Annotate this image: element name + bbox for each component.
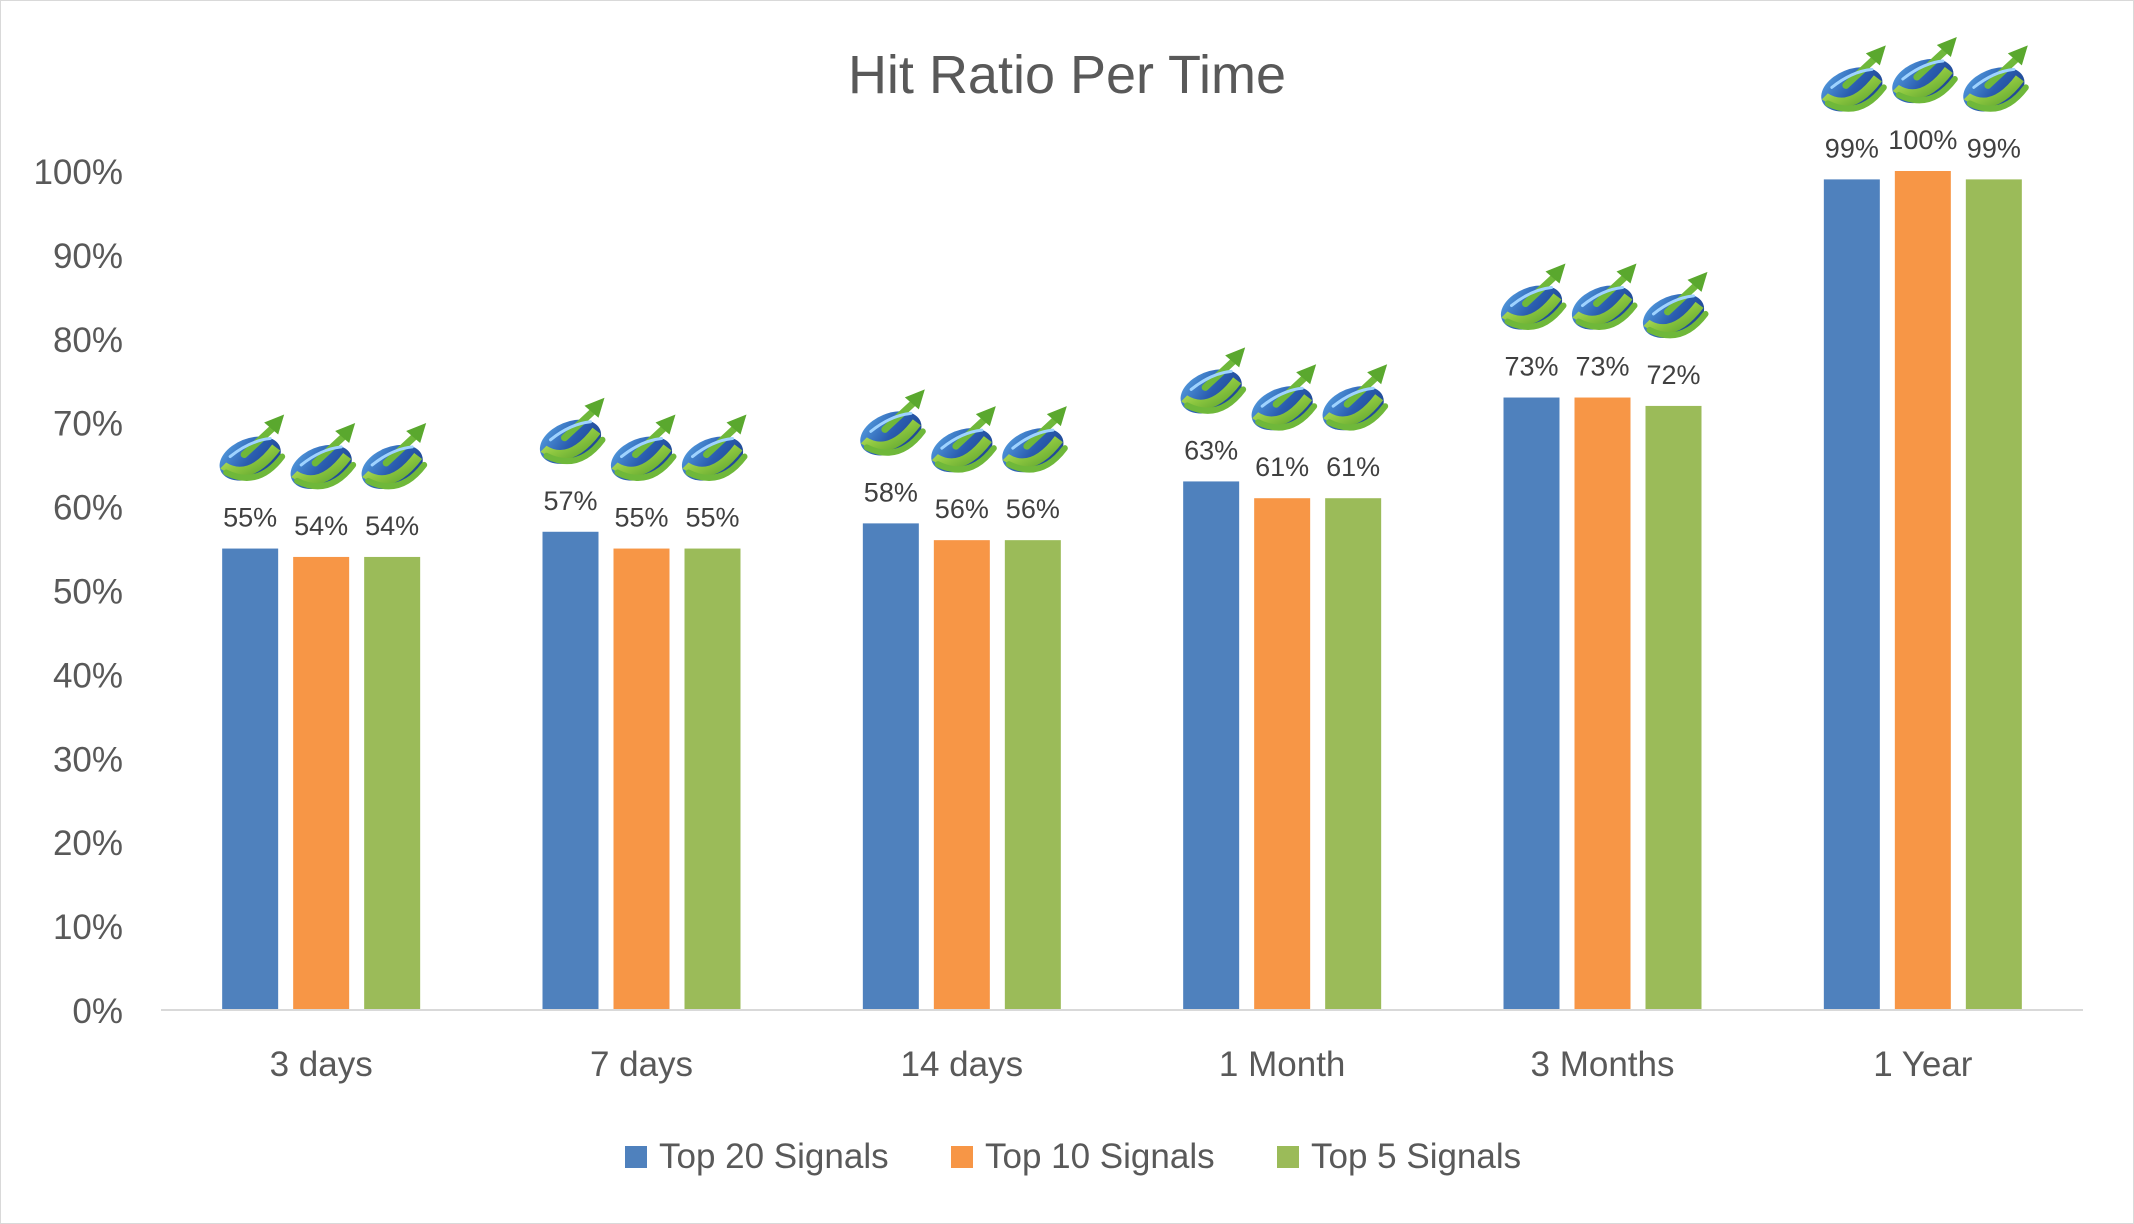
- bar: [1645, 405, 1702, 1010]
- data-label: 56%: [935, 494, 989, 524]
- bar: [1254, 498, 1311, 1010]
- rising-arrow-logo-icon: [1316, 364, 1390, 439]
- data-label: 57%: [543, 486, 597, 516]
- x-category-label: 14 days: [901, 1045, 1024, 1084]
- bars: [222, 171, 2022, 1010]
- data-label: 99%: [1967, 133, 2021, 163]
- rising-arrow-logo-icon: [1886, 37, 1960, 112]
- data-label: 61%: [1255, 452, 1309, 482]
- bar: [1894, 171, 1951, 1010]
- bar: [1823, 179, 1880, 1010]
- legend-label: Top 10 Signals: [985, 1137, 1215, 1176]
- data-label: 100%: [1888, 125, 1957, 155]
- bar-icons: [213, 37, 2031, 497]
- data-label: 54%: [294, 511, 348, 541]
- y-tick-label: 80%: [53, 321, 123, 360]
- bar: [862, 523, 919, 1010]
- bar: [1325, 498, 1382, 1010]
- data-label: 55%: [223, 503, 277, 533]
- x-category-label: 1 Year: [1873, 1045, 1973, 1084]
- rising-arrow-logo-icon: [1494, 264, 1568, 339]
- rising-arrow-logo-icon: [213, 415, 287, 490]
- y-tick-label: 20%: [53, 824, 123, 863]
- x-category-label: 3 days: [270, 1045, 373, 1084]
- y-tick-label: 50%: [53, 573, 123, 612]
- data-label: 73%: [1575, 352, 1629, 382]
- data-label: 58%: [864, 477, 918, 507]
- rising-arrow-logo-icon: [925, 406, 999, 481]
- bar: [613, 548, 670, 1010]
- legend-label: Top 20 Signals: [659, 1137, 889, 1176]
- y-tick-label: 40%: [53, 656, 123, 695]
- bar: [1183, 481, 1240, 1010]
- rising-arrow-logo-icon: [1636, 272, 1710, 347]
- rising-arrow-logo-icon: [1957, 45, 2031, 120]
- rising-arrow-logo-icon: [996, 406, 1070, 481]
- bar: [933, 540, 990, 1010]
- bar: [1574, 397, 1631, 1010]
- y-tick-label: 10%: [53, 908, 123, 947]
- bar: [1503, 397, 1560, 1010]
- data-label: 54%: [365, 511, 419, 541]
- legend-swatch: [625, 1146, 647, 1168]
- rising-arrow-logo-icon: [1815, 45, 1889, 120]
- bar: [1965, 179, 2022, 1010]
- data-label: 55%: [685, 503, 739, 533]
- y-tick-label: 100%: [33, 153, 123, 192]
- legend: Top 20 Signals Top 10 Signals Top 5 Signal…: [625, 1137, 1521, 1176]
- x-category-label: 7 days: [590, 1045, 693, 1084]
- rising-arrow-logo-icon: [355, 423, 429, 498]
- data-labels: 55% 54% 54% 57% 55% 55% 58% 56% 56% 63% 61% 61% 73% 7…: [223, 125, 2021, 541]
- y-tick-label: 30%: [53, 740, 123, 779]
- x-axis: 3 days 7 days 14 days 1 Month 3 Months 1 Year: [270, 1045, 1973, 1084]
- data-label: 61%: [1326, 452, 1380, 482]
- data-label: 63%: [1184, 435, 1238, 465]
- legend-swatch: [1277, 1146, 1299, 1168]
- data-label: 72%: [1646, 360, 1700, 390]
- chart-title: Hit Ratio Per Time: [848, 45, 1286, 105]
- rising-arrow-logo-icon: [1565, 264, 1639, 339]
- x-category-label: 1 Month: [1219, 1045, 1345, 1084]
- y-tick-label: 70%: [53, 405, 123, 444]
- rising-arrow-logo-icon: [604, 415, 678, 490]
- rising-arrow-logo-icon: [675, 415, 749, 490]
- data-label: 73%: [1504, 352, 1558, 382]
- bar: [684, 548, 741, 1010]
- rising-arrow-logo-icon: [284, 423, 358, 498]
- y-axis: 0% 10% 20% 30% 40% 50% 60% 70% 80% 90% 100%: [33, 153, 123, 1031]
- bar: [1004, 540, 1061, 1010]
- rising-arrow-logo-icon: [533, 398, 607, 473]
- bar: [293, 556, 350, 1010]
- data-label: 56%: [1006, 494, 1060, 524]
- legend-label: Top 5 Signals: [1311, 1137, 1521, 1176]
- data-label: 99%: [1825, 133, 1879, 163]
- rising-arrow-logo-icon: [854, 389, 928, 464]
- bar: [364, 556, 421, 1010]
- y-tick-label: 90%: [53, 237, 123, 276]
- y-tick-label: 0%: [72, 992, 123, 1031]
- bar: [222, 548, 279, 1010]
- rising-arrow-logo-icon: [1245, 364, 1319, 439]
- data-label: 55%: [614, 503, 668, 533]
- y-tick-label: 60%: [53, 489, 123, 528]
- x-category-label: 3 Months: [1531, 1045, 1675, 1084]
- rising-arrow-logo-icon: [1174, 347, 1248, 422]
- legend-swatch: [951, 1146, 973, 1168]
- bar: [542, 531, 599, 1010]
